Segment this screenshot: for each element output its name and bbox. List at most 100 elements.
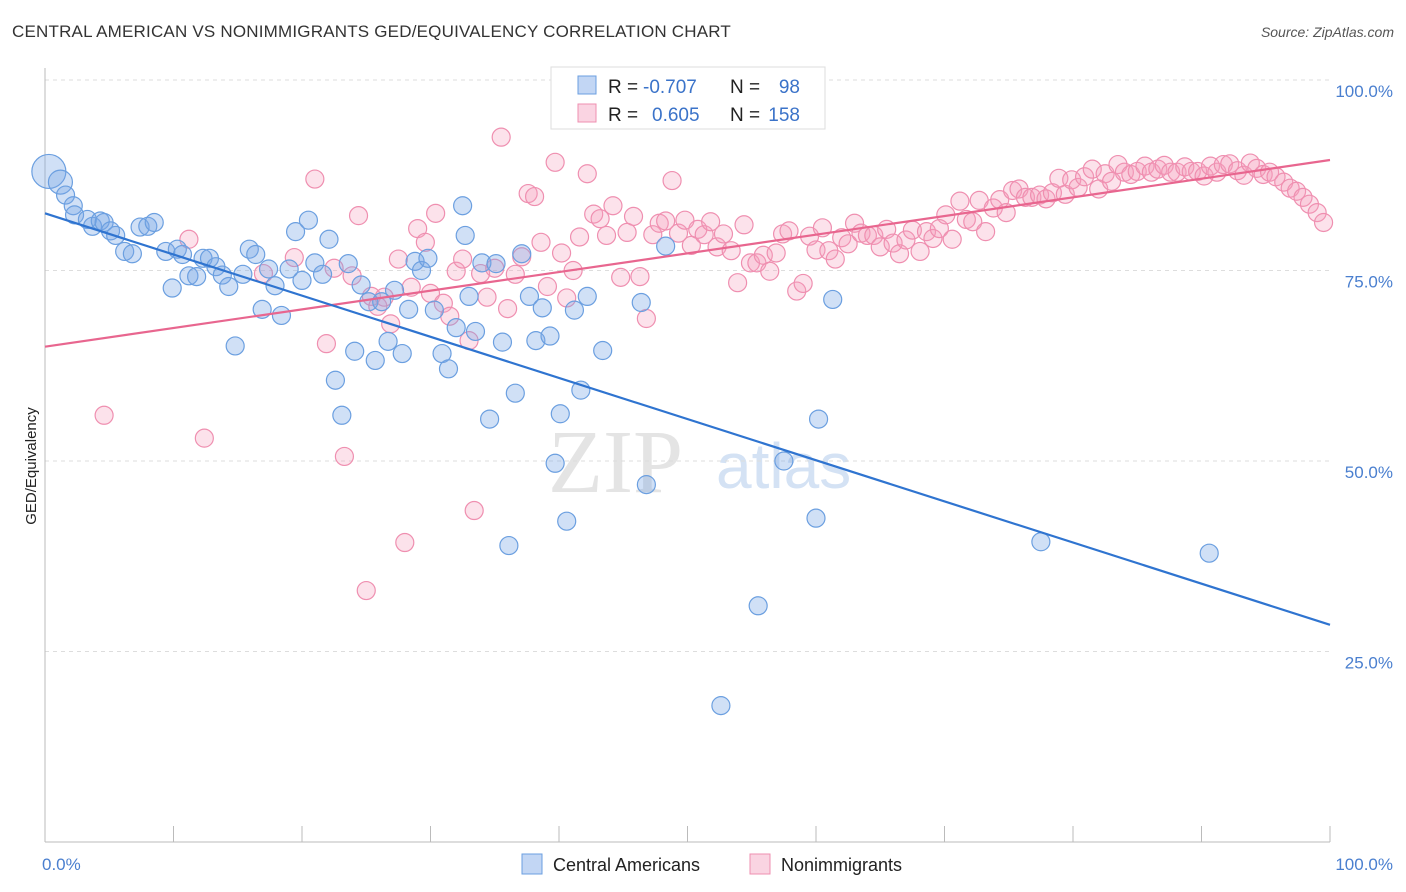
point-nonimmigrants (923, 228, 943, 249)
legend-swatch-nonimmigrants (577, 103, 597, 123)
point-nonimmigrants (1313, 212, 1334, 233)
point-nonimmigrants (728, 273, 748, 293)
point-nonimmigrants (477, 287, 497, 307)
point-nonimmigrants (505, 264, 525, 284)
point-nonimmigrants (713, 224, 734, 244)
bottom-legend-label-nonimmigrants: Nonimmigrants (781, 855, 902, 875)
point-central-americans (399, 299, 419, 319)
point-central-americans (219, 276, 239, 297)
point-nonimmigrants (1307, 202, 1327, 223)
legend-n-value-central-americans: 98 (779, 77, 800, 98)
legend-n-label-central-americans: N = (730, 77, 760, 98)
point-central-americans (564, 300, 585, 320)
point-central-americans (338, 254, 358, 274)
point-nonimmigrants (787, 281, 807, 301)
point-nonimmigrants (395, 532, 415, 553)
point-nonimmigrants (324, 258, 344, 278)
trend-lines (44, 158, 1331, 626)
point-nonimmigrants (870, 237, 890, 257)
bottom-legend: Central Americans Nonimmigrants (521, 853, 902, 875)
point-nonimmigrants (721, 241, 741, 261)
point-nonimmigrants (305, 169, 325, 189)
point-central-americans (512, 244, 532, 264)
point-nonimmigrants (643, 225, 663, 245)
point-nonimmigrants (415, 232, 435, 252)
point-central-americans (459, 286, 479, 307)
point-central-americans (312, 264, 333, 284)
point-central-americans (351, 275, 371, 295)
legend-r-value-central-americans: -0.707 (643, 77, 697, 98)
point-central-americans (532, 298, 552, 318)
point-central-americans (115, 241, 135, 262)
y-tick-label: 50.0% (1345, 463, 1393, 482)
point-central-americans (162, 278, 182, 298)
trend-line-nonimmigrants (44, 158, 1331, 348)
point-nonimmigrants (1213, 154, 1233, 175)
legend-r-label-central-americans: R = (608, 77, 638, 98)
point-central-americans (225, 336, 245, 356)
point-central-americans (47, 169, 74, 195)
point-central-americans (144, 212, 164, 233)
point-nonimmigrants (617, 222, 637, 242)
bottom-legend-swatch-central-americans (521, 853, 543, 875)
point-central-americans (298, 210, 319, 230)
point-central-americans (418, 248, 438, 268)
y-tick-label: 100.0% (1335, 82, 1393, 101)
point-central-americans (345, 341, 365, 361)
point-central-americans (292, 270, 312, 291)
point-central-americans (378, 331, 398, 351)
point-nonimmigrants (734, 215, 754, 235)
point-central-americans (492, 332, 513, 352)
point-nonimmigrants (284, 247, 304, 268)
point-central-americans (823, 289, 843, 310)
point-central-americans (472, 253, 492, 273)
axes (44, 68, 1331, 843)
point-central-americans (365, 350, 385, 371)
point-nonimmigrants (557, 288, 577, 308)
point-nonimmigrants (453, 249, 473, 269)
point-central-americans (593, 340, 613, 361)
point-nonimmigrants (603, 196, 623, 216)
point-central-americans (806, 508, 826, 528)
point-central-americans (325, 370, 346, 390)
point-central-americans (55, 185, 76, 205)
point-central-americans (711, 696, 731, 716)
point-central-americans (332, 405, 352, 425)
series-nonimmigrants (94, 127, 1334, 601)
point-central-americans (774, 451, 794, 471)
point-nonimmigrants (491, 127, 511, 147)
watermark-zip: ZIP (548, 413, 683, 512)
point-nonimmigrants (1220, 154, 1240, 174)
point-central-americans (453, 196, 473, 216)
point-central-americans (279, 259, 299, 279)
point-nonimmigrants (636, 308, 656, 329)
point-central-americans (748, 596, 768, 616)
point-central-americans (540, 326, 560, 346)
point-central-americans (179, 266, 199, 286)
point-nonimmigrants (976, 222, 996, 242)
y-axis-label: GED/Equivalency (23, 407, 40, 525)
point-nonimmigrants (334, 446, 355, 467)
point-central-americans (577, 286, 597, 307)
x-tick-label: 100.0% (1335, 855, 1393, 874)
watermark-atlas: atlas (716, 430, 851, 502)
point-central-americans (392, 343, 412, 364)
point-nonimmigrants (426, 203, 446, 223)
y-tick-labels: 25.0% 50.0% 75.0% 100.0% (1335, 82, 1393, 673)
point-central-americans (631, 292, 651, 313)
x-tick-labels: 0.0% 100.0% (42, 855, 1393, 874)
point-nonimmigrants (537, 276, 558, 297)
point-nonimmigrants (551, 243, 572, 263)
legend-n-value-nonimmigrants: 158 (768, 105, 800, 126)
point-nonimmigrants (838, 234, 858, 254)
legend-swatch-central-americans (577, 75, 597, 95)
chart-title: CENTRAL AMERICAN VS NONIMMIGRANTS GED/EQ… (12, 22, 732, 41)
point-central-americans (455, 225, 475, 246)
source-label: Source: ZipAtlas.com (1260, 24, 1394, 40)
point-central-americans (486, 254, 506, 274)
point-central-americans (438, 359, 459, 379)
bottom-legend-swatch-nonimmigrants (749, 853, 771, 875)
point-nonimmigrants (1082, 159, 1102, 179)
point-central-americans (1199, 543, 1219, 563)
